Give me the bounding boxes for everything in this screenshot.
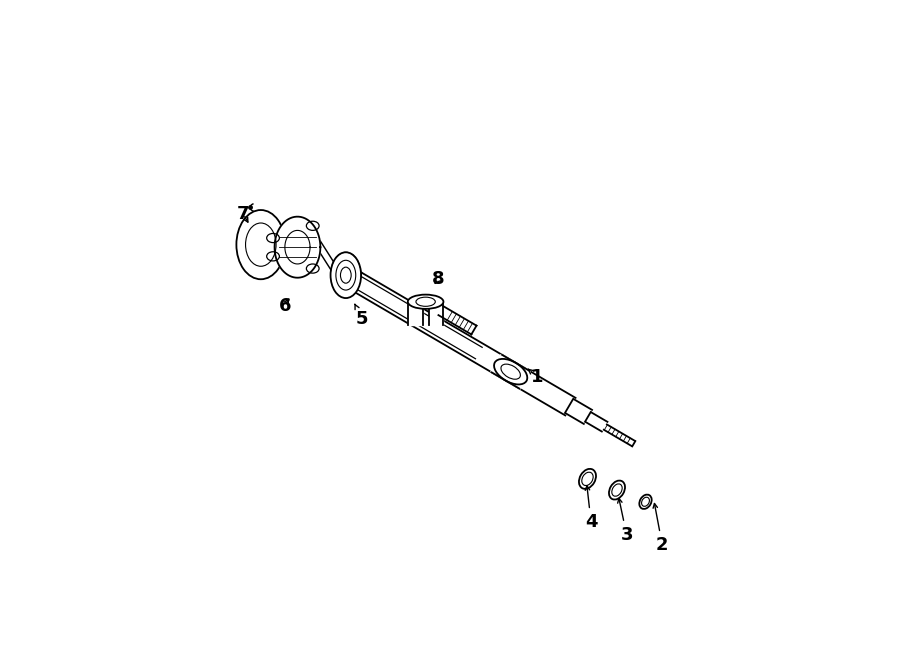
Ellipse shape [266, 233, 279, 243]
Ellipse shape [336, 260, 356, 290]
Ellipse shape [237, 210, 285, 279]
Polygon shape [351, 272, 576, 416]
Ellipse shape [408, 295, 444, 309]
Text: 3: 3 [617, 498, 633, 544]
Polygon shape [409, 303, 423, 325]
Ellipse shape [579, 469, 596, 489]
Text: 5: 5 [355, 304, 368, 328]
Ellipse shape [306, 221, 319, 231]
Polygon shape [603, 424, 635, 446]
Polygon shape [353, 276, 482, 359]
Polygon shape [491, 354, 530, 389]
Polygon shape [274, 217, 320, 278]
Text: 6: 6 [278, 297, 291, 315]
Ellipse shape [639, 494, 652, 509]
Text: 2: 2 [653, 504, 669, 554]
Text: 8: 8 [432, 270, 445, 288]
Ellipse shape [306, 264, 319, 273]
Polygon shape [565, 399, 593, 424]
Text: 1: 1 [528, 368, 544, 386]
Polygon shape [428, 303, 443, 325]
Ellipse shape [266, 252, 279, 261]
Polygon shape [585, 412, 608, 432]
Ellipse shape [330, 253, 361, 298]
Ellipse shape [494, 359, 527, 385]
Text: 4: 4 [585, 486, 598, 531]
Text: 7: 7 [238, 205, 249, 223]
Ellipse shape [609, 481, 625, 500]
Polygon shape [438, 306, 476, 334]
